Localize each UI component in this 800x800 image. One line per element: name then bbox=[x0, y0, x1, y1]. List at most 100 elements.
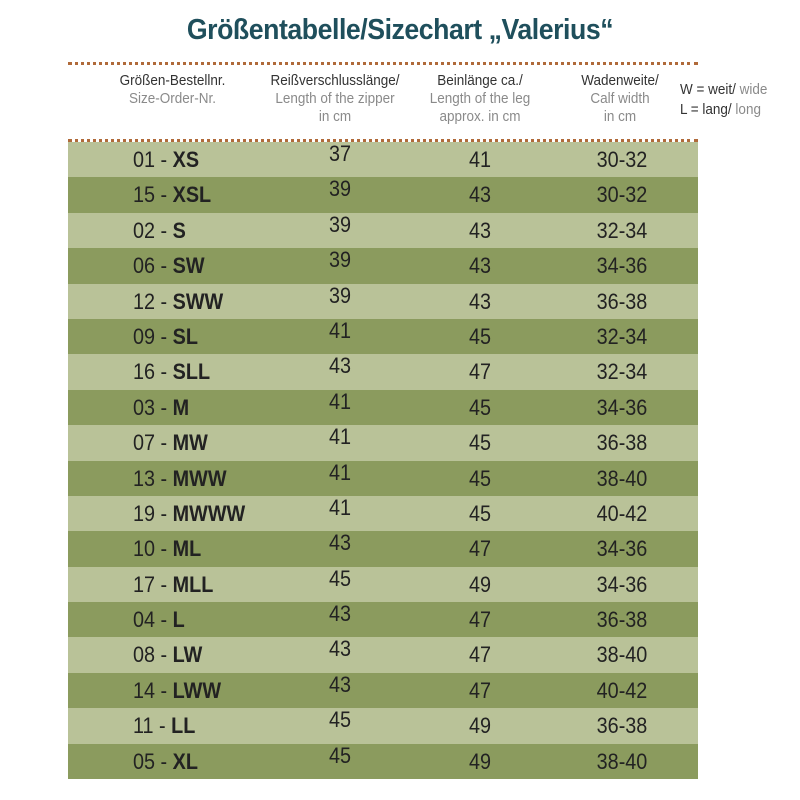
calf-width-cell: 40-42 bbox=[596, 677, 648, 703]
size-order-cell: 03 - M bbox=[133, 390, 313, 425]
size-order-cell: 05 - XL bbox=[133, 744, 313, 779]
leg-length-cell: 45 bbox=[468, 323, 492, 349]
table-row: 05 - XL 45 49 38-40 bbox=[68, 743, 698, 780]
zipper-length-cell: 43 bbox=[328, 636, 352, 662]
size-label: XL bbox=[172, 748, 198, 774]
table-row: 07 - MW 41 45 36-38 bbox=[68, 424, 698, 461]
size-order-cell: 10 - ML bbox=[133, 531, 313, 566]
leg-length-cell: 49 bbox=[468, 571, 492, 597]
size-label: S bbox=[172, 217, 186, 243]
table-row: 14 - LWW 43 47 40-42 bbox=[68, 672, 698, 709]
order-number: 02 - bbox=[133, 217, 168, 243]
header-dotted-divider bbox=[68, 139, 698, 142]
calf-width-cell: 36-38 bbox=[596, 430, 648, 456]
zipper-length-cell: 39 bbox=[328, 176, 352, 202]
calf-width-cell: 34-36 bbox=[596, 571, 648, 597]
zipper-length-cell: 45 bbox=[328, 707, 352, 733]
calf-width-cell: 32-34 bbox=[596, 217, 648, 243]
leg-length-cell: 47 bbox=[468, 607, 492, 633]
order-number: 14 - bbox=[133, 677, 168, 703]
leg-length-cell: 45 bbox=[468, 394, 492, 420]
leg-length-cell: 43 bbox=[468, 217, 492, 243]
table-row: 04 - L 43 47 36-38 bbox=[68, 601, 698, 638]
order-number: 09 - bbox=[133, 323, 168, 349]
size-label: LL bbox=[171, 713, 196, 739]
size-label: SW bbox=[172, 253, 205, 279]
header-zipper-en: Length of the zipper bbox=[275, 90, 395, 107]
calf-width-cell: 30-32 bbox=[596, 182, 648, 208]
size-label: MW bbox=[172, 430, 208, 456]
order-number: 05 - bbox=[133, 748, 168, 774]
leg-length-cell: 41 bbox=[468, 147, 492, 172]
top-dotted-divider bbox=[68, 62, 698, 65]
header-calf-de: Wadenweite/ bbox=[581, 72, 659, 89]
zipper-length-cell: 39 bbox=[328, 282, 352, 308]
zipper-length-cell: 45 bbox=[328, 742, 352, 768]
zipper-length-cell: 37 bbox=[328, 141, 352, 166]
order-number: 17 - bbox=[133, 571, 168, 597]
size-label: M bbox=[172, 394, 190, 420]
leg-length-cell: 47 bbox=[468, 359, 492, 385]
table-row: 16 - SLL 43 47 32-34 bbox=[68, 353, 698, 390]
leg-length-cell: 43 bbox=[468, 288, 492, 314]
legend-w-en: wide bbox=[739, 81, 768, 98]
table-row: 13 - MWW 41 45 38-40 bbox=[68, 460, 698, 496]
size-label: ML bbox=[172, 536, 202, 562]
calf-width-cell: 36-38 bbox=[596, 713, 648, 739]
size-order-cell: 06 - SW bbox=[133, 248, 313, 283]
page-title: Größentabelle/Sizechart „Valerius“ bbox=[186, 14, 614, 46]
zipper-length-cell: 43 bbox=[328, 353, 352, 379]
zipper-length-cell: 43 bbox=[328, 671, 352, 697]
size-label: MWWW bbox=[172, 500, 246, 526]
size-order-cell: 19 - MWWW bbox=[133, 496, 313, 531]
legend-w-de: W = weit/ bbox=[680, 81, 736, 98]
table-row: 12 - SWW 39 43 36-38 bbox=[68, 283, 698, 319]
leg-length-cell: 45 bbox=[468, 500, 492, 526]
zipper-length-cell: 39 bbox=[328, 247, 352, 273]
order-number: 03 - bbox=[133, 394, 168, 420]
size-label: LW bbox=[172, 642, 203, 668]
size-order-cell: 16 - SLL bbox=[133, 354, 313, 389]
table-row: 06 - SW 39 43 34-36 bbox=[68, 247, 698, 284]
calf-width-cell: 36-38 bbox=[596, 607, 648, 633]
order-number: 08 - bbox=[133, 642, 168, 668]
calf-width-cell: 38-40 bbox=[596, 642, 648, 668]
size-label: LWW bbox=[172, 677, 222, 703]
order-number: 07 - bbox=[133, 430, 168, 456]
calf-width-cell: 38-40 bbox=[596, 465, 648, 491]
size-order-cell: 12 - SWW bbox=[133, 284, 313, 319]
header-size-order-de: Größen-Bestellnr. bbox=[119, 72, 226, 89]
zipper-length-cell: 43 bbox=[328, 601, 352, 627]
legend-l-en: long bbox=[735, 101, 761, 118]
table-row: 02 - S 39 43 32-34 bbox=[68, 212, 698, 249]
zipper-length-cell: 41 bbox=[328, 317, 352, 343]
size-label: SWW bbox=[172, 288, 224, 314]
table-row: 17 - MLL 45 49 34-36 bbox=[68, 566, 698, 603]
header-size-order-en: Size-Order-Nr. bbox=[128, 90, 217, 107]
zipper-length-cell: 41 bbox=[328, 494, 352, 520]
calf-width-cell: 32-34 bbox=[596, 323, 648, 349]
order-number: 11 - bbox=[133, 713, 166, 739]
zipper-length-cell: 43 bbox=[328, 530, 352, 556]
leg-length-cell: 47 bbox=[468, 677, 492, 703]
calf-width-cell: 38-40 bbox=[596, 748, 648, 774]
header-calf-en: Calf width bbox=[590, 90, 650, 107]
header-zipper-unit: in cm bbox=[318, 108, 352, 125]
leg-length-cell: 47 bbox=[468, 536, 492, 562]
order-number: 19 - bbox=[133, 500, 168, 526]
size-order-cell: 15 - XSL bbox=[133, 177, 313, 212]
leg-length-cell: 49 bbox=[468, 713, 492, 739]
calf-width-cell: 36-38 bbox=[596, 288, 648, 314]
size-order-cell: 17 - MLL bbox=[133, 567, 313, 602]
size-legend-note: W = weit/ wide L = lang/ long bbox=[680, 80, 786, 120]
size-order-cell: 01 - XS bbox=[133, 142, 313, 177]
table-row: 03 - M 41 45 34-36 bbox=[68, 389, 698, 426]
size-order-cell: 02 - S bbox=[133, 213, 313, 248]
size-label: MWW bbox=[172, 465, 227, 491]
order-number: 04 - bbox=[133, 607, 168, 633]
order-number: 15 - bbox=[133, 182, 168, 208]
size-label: XS bbox=[172, 147, 200, 172]
size-order-cell: 11 - LL bbox=[133, 708, 313, 743]
header-leg: Beinlänge ca./ Length of the leg approx.… bbox=[417, 72, 543, 126]
calf-width-cell: 34-36 bbox=[596, 536, 648, 562]
